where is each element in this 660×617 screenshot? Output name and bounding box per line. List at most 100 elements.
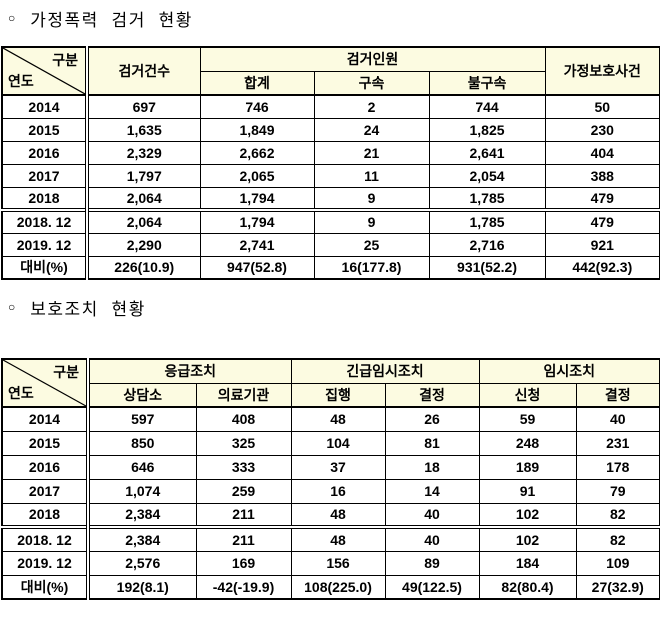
year-cell: 2015 bbox=[1, 430, 90, 456]
comparison-label-cell: 대비(%) bbox=[1, 255, 89, 280]
year-cell: 2017 bbox=[1, 163, 89, 188]
col-header-temporary-measures: 임시조치 bbox=[478, 358, 660, 384]
col-header-emergency-measures: 응급조치 bbox=[87, 358, 292, 384]
cell: 18 bbox=[384, 454, 480, 480]
cell: 21 bbox=[313, 140, 430, 165]
cell: 211 bbox=[195, 525, 292, 552]
cell: 184 bbox=[478, 550, 577, 576]
cell: -42(-19.9) bbox=[195, 574, 292, 600]
cell: 2,716 bbox=[428, 232, 546, 257]
cell: 48 bbox=[290, 406, 386, 432]
cell: 1,794 bbox=[199, 186, 315, 211]
cell: 24 bbox=[313, 117, 430, 142]
cell: 248 bbox=[478, 430, 577, 456]
cell: 16(177.8) bbox=[313, 255, 430, 280]
cell: 2,741 bbox=[199, 232, 315, 257]
cell: 479 bbox=[544, 186, 660, 211]
cell: 37 bbox=[290, 454, 386, 480]
cell: 211 bbox=[195, 502, 292, 528]
cell: 2,576 bbox=[87, 550, 197, 576]
cell: 1,825 bbox=[428, 117, 546, 142]
col-header-application: 신청 bbox=[478, 382, 577, 408]
section-title-arrest-status: ○ 가정폭력 검거 현황 bbox=[6, 7, 660, 30]
cell: 697 bbox=[86, 94, 201, 119]
cell: 26 bbox=[384, 406, 480, 432]
cell: 2,384 bbox=[87, 502, 197, 528]
year-cell: 2018 bbox=[1, 186, 89, 211]
cell: 2,329 bbox=[86, 140, 201, 165]
cell: 744 bbox=[428, 94, 546, 119]
col-header-detained: 구속 bbox=[313, 70, 430, 96]
cell: 40 bbox=[575, 406, 660, 432]
corner-cell: 구분 연도 bbox=[1, 358, 90, 408]
corner-label-category: 구분 bbox=[52, 52, 78, 68]
cell: 89 bbox=[384, 550, 480, 576]
cell: 102 bbox=[478, 502, 577, 528]
arrest-status-table: 구분 연도 검거건수 검거인원 가정보호사건 합계 구속 불구속 2014 69… bbox=[1, 46, 660, 280]
cell: 325 bbox=[195, 430, 292, 456]
diagonal-line bbox=[3, 360, 86, 406]
comparison-row: 대비(%) 192(8.1) -42(-19.9) 108(225.0) 49(… bbox=[1, 574, 660, 600]
table-row: 2019. 12 2,290 2,741 25 2,716 921 bbox=[1, 232, 660, 257]
cell: 2,290 bbox=[86, 232, 201, 257]
cell: 746 bbox=[199, 94, 315, 119]
cell: 947(52.8) bbox=[199, 255, 315, 280]
table-row: 2014 597 408 48 26 59 40 bbox=[1, 406, 660, 432]
col-header-medical-institution: 의료기관 bbox=[195, 382, 292, 408]
header-row-sub: 상담소 의료기관 집행 결정 신청 결정 bbox=[2, 382, 660, 408]
cell: 2,065 bbox=[199, 163, 315, 188]
cell: 40 bbox=[384, 525, 480, 552]
cell: 14 bbox=[384, 478, 480, 504]
cell: 102 bbox=[478, 525, 577, 552]
col-header-total: 합계 bbox=[199, 70, 315, 96]
col-header-arrest-cases: 검거건수 bbox=[86, 46, 201, 96]
cell: 59 bbox=[478, 406, 577, 432]
cell: 27(32.9) bbox=[575, 574, 660, 600]
comparison-label-cell: 대비(%) bbox=[1, 574, 90, 600]
circle-bullet-icon: ○ bbox=[8, 299, 16, 314]
cell: 1,797 bbox=[86, 163, 201, 188]
cell: 169 bbox=[195, 550, 292, 576]
comparison-row: 대비(%) 226(10.9) 947(52.8) 16(177.8) 931(… bbox=[1, 255, 660, 280]
corner-label-year: 연도 bbox=[8, 385, 34, 401]
table-row: 2019. 12 2,576 169 156 89 184 109 bbox=[1, 550, 660, 576]
cell: 178 bbox=[575, 454, 660, 480]
cell: 81 bbox=[384, 430, 480, 456]
year-cell: 2018. 12 bbox=[1, 525, 90, 552]
cell: 230 bbox=[544, 117, 660, 142]
cell: 231 bbox=[575, 430, 660, 456]
cell: 850 bbox=[87, 430, 197, 456]
cell: 931(52.2) bbox=[428, 255, 546, 280]
cell: 1,794 bbox=[199, 208, 315, 234]
section-title-text: 보호조치 현황 bbox=[30, 299, 146, 319]
year-cell: 2016 bbox=[1, 140, 89, 165]
cell: 2,384 bbox=[87, 525, 197, 552]
year-cell: 2014 bbox=[1, 94, 89, 119]
cell: 82 bbox=[575, 502, 660, 528]
document-page: ○ 가정폭력 검거 현황 구분 연도 검거건수 검거인원 가정보호사건 bbox=[0, 7, 660, 600]
cell: 646 bbox=[87, 454, 197, 480]
cell: 259 bbox=[195, 478, 292, 504]
year-cell: 2018 bbox=[1, 502, 90, 528]
header-row-top: 구분 연도 응급조치 긴급임시조치 임시조치 bbox=[1, 358, 660, 408]
cell: 2,641 bbox=[428, 140, 546, 165]
col-header-arrested-persons: 검거인원 bbox=[199, 46, 546, 72]
cell: 2,054 bbox=[428, 163, 546, 188]
year-cell: 2018. 12 bbox=[1, 208, 89, 234]
year-cell: 2019. 12 bbox=[1, 232, 89, 257]
cell: 1,849 bbox=[199, 117, 315, 142]
col-header-execution: 집행 bbox=[290, 382, 386, 408]
cell: 189 bbox=[478, 454, 577, 480]
cell: 104 bbox=[290, 430, 386, 456]
cell: 408 bbox=[195, 406, 292, 432]
section-title-protection-measures: ○ 보호조치 현황 bbox=[6, 296, 660, 319]
header-row-sub: 합계 구속 불구속 bbox=[2, 70, 660, 96]
col-header-decision: 결정 bbox=[384, 382, 480, 408]
cell: 9 bbox=[313, 208, 430, 234]
diagonal-line bbox=[3, 48, 85, 94]
corner-cell: 구분 연도 bbox=[1, 46, 89, 96]
cell: 2,064 bbox=[86, 208, 201, 234]
col-header-decision: 결정 bbox=[575, 382, 660, 408]
cell: 48 bbox=[290, 502, 386, 528]
cell: 2,662 bbox=[199, 140, 315, 165]
